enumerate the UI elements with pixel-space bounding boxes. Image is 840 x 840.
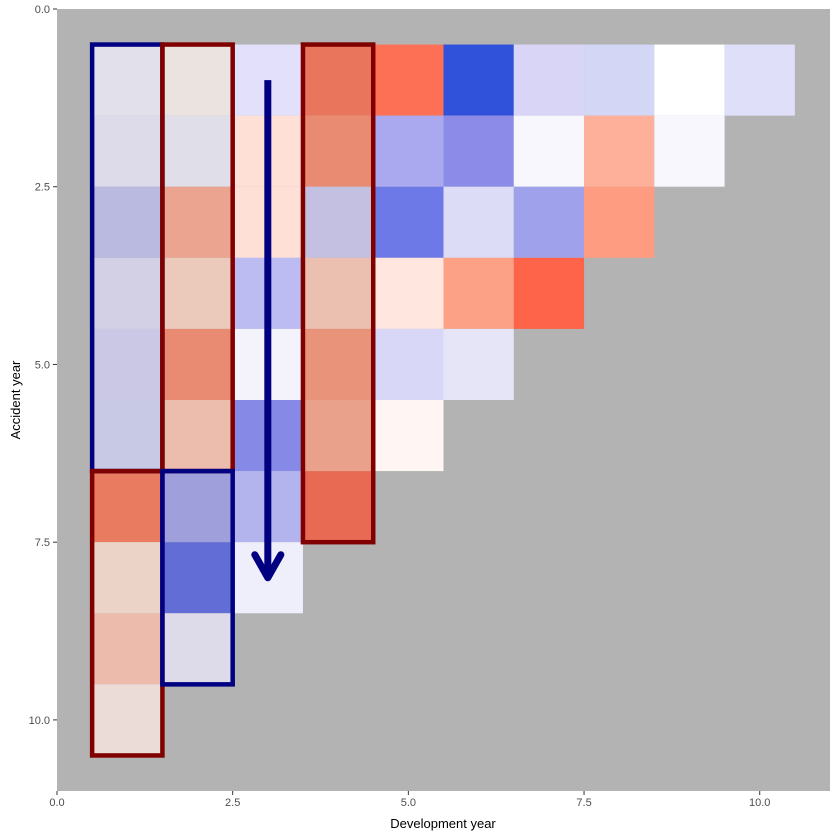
heatmap-cell <box>92 257 163 329</box>
heatmap-cell <box>92 44 163 116</box>
arrow-head <box>251 551 285 582</box>
y-axis-title: Accident year <box>8 360 23 439</box>
heatmap-cell <box>513 44 585 116</box>
down-arrow <box>251 80 285 582</box>
heatmap-cell <box>92 400 163 472</box>
heatmap-cell <box>654 115 725 187</box>
heatmap-cell <box>92 328 163 400</box>
heatmap-cell <box>162 44 233 116</box>
x-axis: 0.0 2.5 5.0 7.5 10.0 <box>49 791 770 809</box>
x-tick-label: 5.0 <box>401 797 416 809</box>
heatmap-cell <box>443 257 514 329</box>
highlight-box <box>160 468 235 687</box>
heatmap-cell <box>373 257 444 329</box>
heatmap-cell <box>302 328 374 400</box>
heatmap-cell <box>513 186 585 258</box>
heatmap-cell <box>584 186 655 258</box>
heatmap-cell <box>92 542 163 614</box>
heatmap-cell <box>92 684 163 756</box>
x-tick-label: 0.0 <box>49 797 64 809</box>
y-tick-label: 5.0 <box>35 359 50 371</box>
heatmap-cell <box>302 44 374 116</box>
y-tick-label: 10.0 <box>29 715 50 727</box>
heatmap-cell <box>654 44 725 116</box>
heatmap-cell <box>373 115 444 187</box>
heatmap-cell <box>302 471 374 543</box>
x-tick-label: 10.0 <box>749 797 770 809</box>
highlight-boxes <box>89 42 376 758</box>
heatmap-cell <box>373 400 444 472</box>
heatmap-cell <box>162 613 233 685</box>
heatmap-cell <box>724 44 795 116</box>
heatmap-cell <box>162 542 233 614</box>
heatmap-cell <box>92 471 163 543</box>
heatmap-cell <box>162 328 233 400</box>
heatmap-cell <box>302 400 374 472</box>
y-tick-label: 7.5 <box>35 537 50 549</box>
heatmap-cell <box>443 328 514 400</box>
x-tick-label: 2.5 <box>225 797 240 809</box>
heatmap-cells <box>92 44 795 756</box>
heatmap-cell <box>584 115 655 187</box>
heatmap-cell <box>513 257 585 329</box>
heatmap-cell <box>443 44 514 116</box>
heatmap-cell <box>373 44 444 116</box>
y-tick-label: 2.5 <box>35 182 50 194</box>
heatmap-cell <box>373 186 444 258</box>
heatmap-cell <box>162 400 233 472</box>
heatmap-cell <box>92 186 163 258</box>
heatmap-cell <box>162 186 233 258</box>
heatmap-cell <box>162 257 233 329</box>
heatmap-cell <box>513 115 585 187</box>
x-axis-title: Development year <box>390 816 496 831</box>
heatmap-cell <box>584 44 655 116</box>
heatmap-cell <box>92 613 163 685</box>
heatmap-cell <box>373 328 444 400</box>
heatmap-cell <box>302 115 374 187</box>
heatmap-cell <box>302 186 374 258</box>
y-axis: 0.0 2.5 5.0 7.5 10.0 <box>29 4 57 727</box>
heatmap-cell <box>443 115 514 187</box>
heatmap-cell <box>162 115 233 187</box>
y-tick-label: 0.0 <box>35 4 50 16</box>
heatmap-cell <box>92 115 163 187</box>
heatmap-cell <box>302 257 374 329</box>
heatmap-cell <box>162 471 233 543</box>
highlight-box <box>300 42 376 545</box>
x-tick-label: 7.5 <box>576 797 591 809</box>
heatmap-cell <box>443 186 514 258</box>
